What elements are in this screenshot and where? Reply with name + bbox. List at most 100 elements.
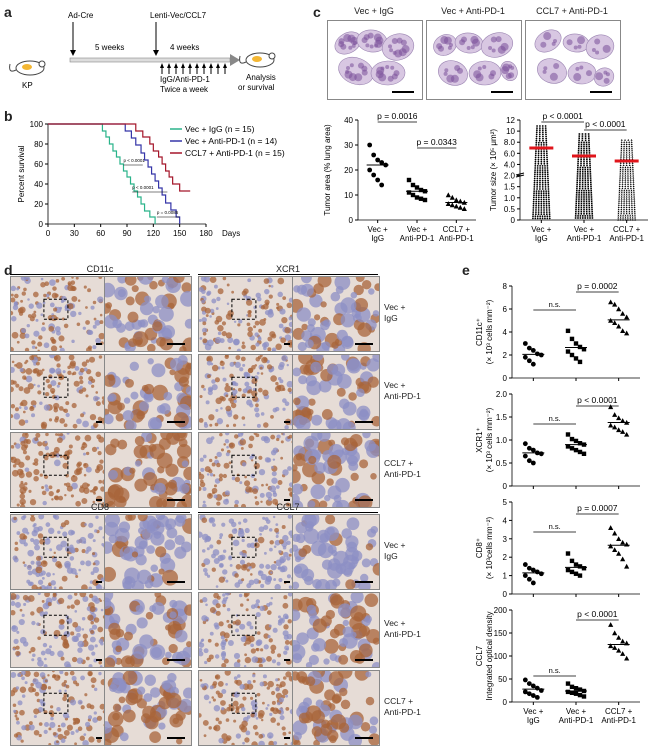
cell (266, 575, 273, 582)
cell (271, 700, 276, 705)
data-point (541, 125, 544, 127)
data-point (569, 558, 575, 564)
cell (249, 542, 256, 549)
data-point (536, 171, 539, 174)
cell (174, 515, 186, 527)
y-axis-label: Integrated optical density (485, 612, 494, 701)
data-point (534, 169, 536, 171)
data-point (548, 200, 550, 203)
ihc-tile (104, 670, 192, 746)
cell (241, 341, 245, 345)
cell (174, 534, 185, 546)
cell (311, 414, 323, 426)
data-point (630, 204, 633, 206)
data-point (591, 217, 594, 219)
cell (95, 515, 99, 519)
data-point (537, 160, 540, 163)
cell (62, 370, 66, 374)
data-point (628, 157, 631, 160)
data-point (623, 199, 626, 202)
cell (242, 518, 248, 523)
cell (91, 488, 96, 493)
data-point (575, 210, 577, 213)
cell (11, 331, 19, 339)
data-point (619, 216, 622, 219)
cell (262, 701, 265, 705)
cell (260, 355, 263, 357)
data-point (573, 447, 579, 453)
cell (277, 619, 282, 623)
data-point (587, 181, 589, 184)
data-point (622, 216, 625, 219)
cell (233, 719, 237, 723)
cell (199, 481, 206, 488)
ihc-tile (104, 514, 192, 590)
cell (85, 359, 90, 363)
data-point (627, 187, 630, 190)
cell (57, 382, 61, 386)
tumor-nodule (495, 36, 502, 43)
data-point (608, 643, 614, 649)
cell (215, 408, 219, 412)
data-point (546, 171, 549, 174)
data-point (620, 210, 623, 213)
cell (94, 468, 100, 474)
data-point (581, 694, 587, 699)
cell (59, 455, 63, 459)
cell (372, 310, 379, 317)
y-tick-label: 2 (503, 351, 508, 360)
cell (60, 722, 66, 728)
data-point (618, 181, 621, 183)
cell (284, 334, 292, 341)
cell (56, 363, 61, 368)
cell (253, 325, 257, 329)
data-point (576, 189, 578, 192)
cell (143, 472, 158, 487)
cell (61, 575, 68, 582)
data-point (526, 681, 532, 686)
cell (211, 379, 216, 384)
data-point (625, 141, 628, 143)
data-point (540, 211, 543, 213)
data-point (580, 143, 583, 146)
cell (237, 674, 241, 678)
data-point (579, 175, 581, 177)
data-point (630, 191, 633, 194)
data-point (580, 210, 583, 213)
data-point (548, 207, 551, 209)
y-tick-label: 1.5 (496, 413, 508, 422)
cell (245, 608, 249, 612)
cell (24, 671, 31, 677)
c-title-1: Vec + IgG (354, 6, 394, 16)
tumor-nodule (505, 72, 512, 79)
cell (254, 542, 260, 549)
cell (223, 658, 229, 664)
cell (183, 466, 191, 481)
cell (228, 397, 232, 402)
cell (356, 388, 365, 398)
cell (262, 389, 269, 396)
data-point (543, 152, 545, 155)
cell (286, 574, 292, 579)
data-point (625, 147, 628, 150)
data-point (371, 152, 377, 158)
cell (246, 543, 252, 548)
cell (33, 458, 39, 463)
cell (34, 437, 39, 442)
cell (246, 322, 251, 327)
cell (225, 718, 230, 722)
cell (24, 333, 30, 339)
data-point (406, 190, 412, 195)
cell (311, 433, 323, 441)
cell (19, 367, 24, 373)
data-point (589, 215, 591, 217)
cell (357, 322, 372, 337)
cell (88, 522, 94, 528)
data-point (375, 157, 381, 163)
data-point (612, 530, 618, 536)
data-point (625, 193, 628, 196)
cell (88, 736, 95, 743)
cell (123, 631, 133, 641)
cell (237, 659, 241, 663)
cell (370, 526, 379, 534)
